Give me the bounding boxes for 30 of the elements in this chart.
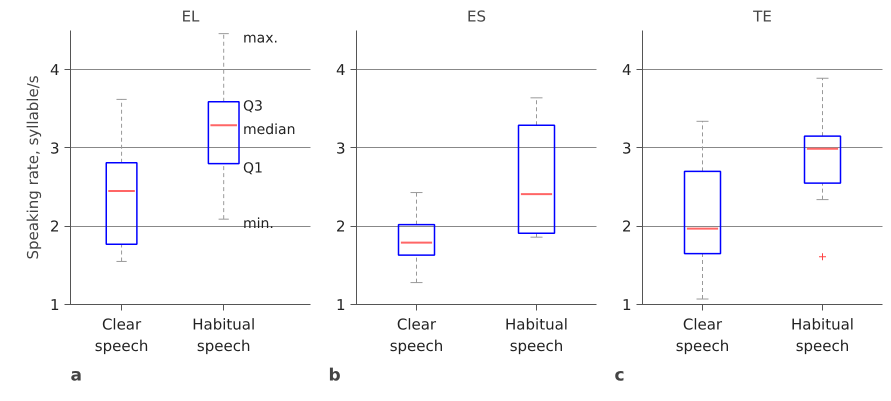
chart-title: ES [467, 8, 486, 26]
text: b [328, 366, 341, 386]
text: c [614, 366, 625, 386]
y-tick-label: 2 [50, 218, 60, 236]
text: a [70, 366, 82, 386]
y-tick-label: 4 [50, 61, 60, 80]
x-tick-label: Clear speech [390, 316, 444, 356]
y-tick-label: 3 [50, 139, 60, 158]
y-tick-label: 4 [622, 61, 632, 80]
annotation: max. [243, 30, 278, 47]
x-tick-label: Habitual speech [791, 316, 854, 356]
y-tick-label: 2 [336, 218, 346, 236]
x-tick-label: Clear speech [676, 316, 730, 356]
y-tick-label: 2 [622, 218, 632, 236]
y-tick-label: 3 [622, 139, 632, 158]
chart-title: TE [752, 8, 772, 26]
x-tick-label: Habitual speech [192, 316, 256, 356]
y-tick-label: 4 [336, 61, 346, 80]
y-axis-title: Speaking rate, syllable/s [24, 75, 42, 260]
annotation: Q3 [243, 98, 263, 115]
annotation: min. [243, 216, 274, 232]
annotation: Q1 [243, 160, 263, 177]
y-tick-label: 3 [336, 139, 346, 158]
annotation: median [243, 122, 296, 138]
y-tick-label: 1 [622, 296, 632, 314]
x-tick-label: Clear speech [94, 316, 148, 356]
y-tick-label: 1 [336, 296, 346, 314]
chart-title: EL [182, 8, 200, 26]
y-tick-label: 1 [50, 296, 60, 314]
x-tick-label: Habitual speech [505, 316, 568, 356]
